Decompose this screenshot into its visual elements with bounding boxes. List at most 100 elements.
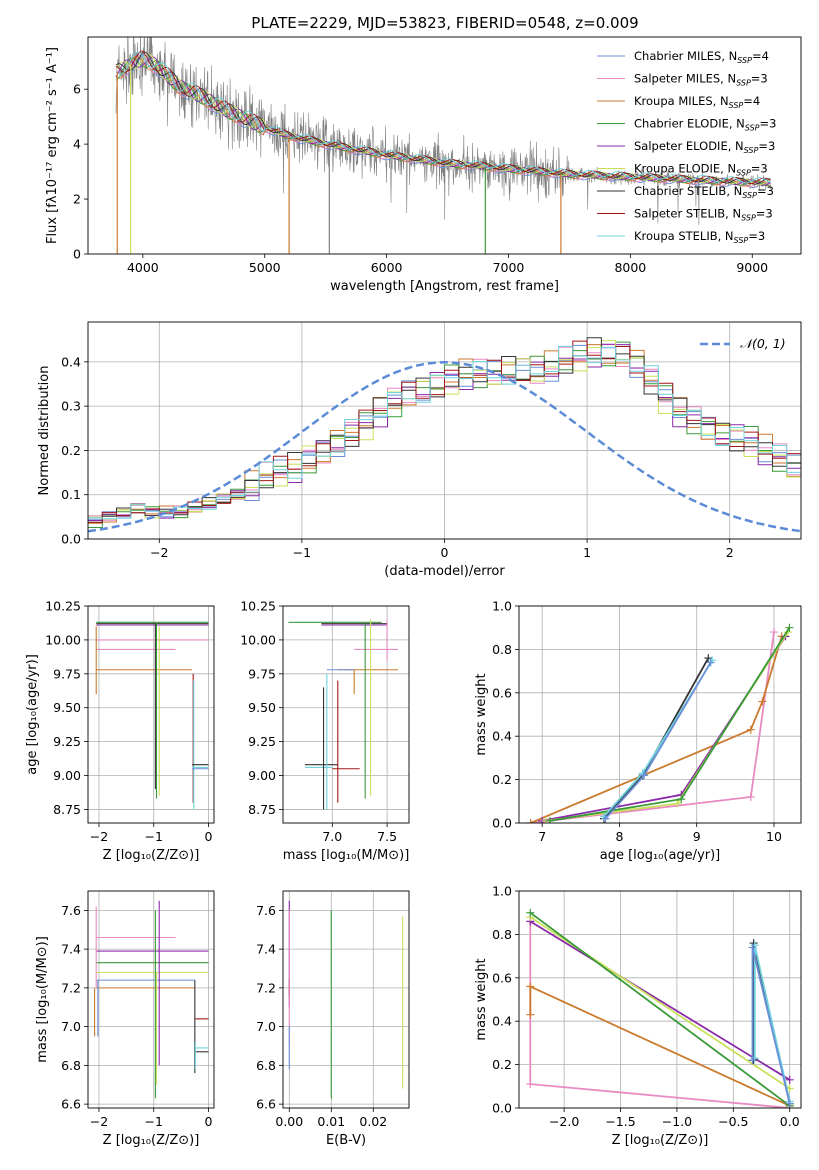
mass_vs_Z-ylabel: mass [log₁₀(M/M⊙)] [35, 936, 50, 1063]
residual-histogram [88, 345, 801, 520]
spectrum-legend: Chabrier MILES, NSSP=4 Salpeter MILES, NS… [597, 49, 776, 245]
weight-marker [673, 799, 682, 808]
age_vs_mass-ytick-label: 9.00 [248, 768, 276, 783]
age_vs_Z-xlabel: Z [log₁₀(Z/Z⊙)] [103, 848, 200, 863]
age_vs_mass-ytick-label: 10.00 [240, 632, 276, 647]
mass_vs_EBV-frame [282, 890, 410, 1109]
spectrum-ytick-label: 0 [73, 247, 81, 262]
weight_vs_Z-ytick-label: 0.0 [492, 1101, 512, 1116]
weight_vs_Z-ylabel: mass weight [474, 958, 489, 1040]
age_vs_Z-ytick-label: 9.75 [53, 666, 81, 681]
age_vs_mass-ytick-label: 9.75 [248, 666, 276, 681]
weight_vs_age-xtick-label: 10 [766, 829, 782, 844]
spectrum-xtick-label: 6000 [371, 260, 403, 275]
weight-marker [769, 628, 778, 637]
legend-entry: Salpeter STELIB, NSSP=3 [634, 207, 773, 223]
legend-entry: Chabrier MILES, NSSP=4 [634, 49, 769, 65]
residuals-ylabel: Normed distribution [37, 366, 52, 496]
weight_vs_Z-axes: −2.0 −1.5 −1.0 −0.5 0.0 0.0 0.2 0.4 0.6 0.8 1.0 Z [… [474, 884, 801, 1148]
spectrum-ytick-label: 6 [73, 82, 81, 97]
age_vs_Z-frame [87, 605, 215, 824]
weight-marker [601, 814, 610, 823]
mass_vs_Z-frame [87, 890, 215, 1109]
weight-marker [785, 1075, 794, 1084]
weight-marker [706, 658, 715, 667]
residuals-xtick-label: 2 [726, 545, 734, 560]
weight_vs_age-plot [526, 623, 794, 823]
weight_vs_Z-xlabel: Z [log₁₀(Z/Z⊙)] [612, 1133, 709, 1148]
mass_vs_EBV-ytick-label: 6.6 [256, 1097, 276, 1112]
weight-marker [526, 1080, 535, 1089]
gaussian-curve [88, 361, 801, 533]
mass_vs_EBV-ytick-label: 7.4 [256, 942, 276, 957]
residuals-axes: −2 −1 0 1 2 0.0 0.1 0.2 0.3 0.4 (data-model)/error… [37, 322, 801, 579]
weight-marker [526, 908, 535, 917]
weight-marker [758, 697, 767, 706]
spectrum-xtick-label: 8000 [614, 260, 646, 275]
weight-marker [526, 1010, 535, 1019]
weight_vs_age-xtick-label: 9 [693, 829, 701, 844]
weight_vs_Z-xtick-label: 0.0 [780, 1114, 800, 1129]
mass_vs_EBV-ytick-label: 6.8 [256, 1058, 276, 1073]
age_vs_Z-xtick-label: −1 [145, 829, 163, 844]
mass_vs_EBV-xtick-label: 0.01 [317, 1114, 345, 1129]
weight_vs_age-ytick-label: 0.8 [492, 642, 512, 657]
age_vs_mass-xtick-label: 7.0 [322, 829, 342, 844]
age_vs_Z-ytick-label: 8.75 [53, 802, 81, 817]
legend-entry: Kroupa ELODIE, NSSP=3 [634, 162, 768, 178]
weight_vs_age-xtick-label: 7 [538, 829, 546, 844]
age_vs_Z-plot [95, 621, 209, 810]
age_vs_mass-frame [282, 605, 410, 824]
weight-marker [746, 725, 755, 734]
weight_vs_Z-ytick-label: 0.2 [492, 1057, 512, 1072]
residuals-xlabel: (data-model)/error [384, 564, 505, 579]
weight_vs_age-ytick-label: 0.0 [492, 816, 512, 831]
mass_vs_Z-ytick-label: 7.2 [61, 980, 81, 995]
legend-entry: Salpeter MILES, NSSP=3 [634, 72, 768, 88]
spectrum-ylabel: Flux [fλ10⁻¹⁷ erg cm⁻² s⁻¹ A⁻¹] [45, 47, 60, 244]
legend-entry: Kroupa STELIB, NSSP=3 [634, 229, 765, 245]
mass_vs_EBV-ytick-label: 7.2 [256, 980, 276, 995]
residuals-xtick-label: 1 [583, 545, 591, 560]
residuals-legend: 𝒩(0, 1) [700, 336, 786, 351]
residuals-ytick-label: 0.1 [61, 487, 81, 502]
legend-entry: Kroupa MILES, NSSP=4 [634, 94, 760, 110]
weight-marker [640, 771, 649, 780]
spectrum-xtick-label: 7000 [493, 260, 525, 275]
mass_vs_Z-ytick-label: 7.6 [61, 903, 81, 918]
weight_vs_age-xlabel: age [log₁₀(age/yr)] [600, 848, 721, 863]
model-spectrum-line [115, 54, 771, 188]
mass_vs_Z-plot [94, 900, 209, 1099]
residuals-xtick-label: 0 [441, 545, 449, 560]
weight_vs_Z-xtick-label: −1.0 [662, 1114, 692, 1129]
age_vs_Z-ytick-label: 10.00 [45, 632, 81, 647]
mass_vs_EBV-xtick-label: 0.02 [359, 1114, 387, 1129]
weight-line [529, 920, 791, 1081]
residuals-ytick-label: 0.4 [61, 354, 81, 369]
spectrum-xtick-label: 9000 [736, 260, 768, 275]
age_vs_mass-ytick-label: 10.25 [240, 599, 276, 614]
weight-marker [526, 982, 535, 991]
age_vs_mass-plot [288, 619, 399, 810]
mass_vs_Z-xtick-label: −2 [90, 1114, 108, 1129]
weight_vs_Z-xtick-label: −1.5 [605, 1114, 635, 1129]
weight-marker [785, 623, 794, 632]
weight_vs_age-xtick-label: 8 [615, 829, 623, 844]
residuals-xtick-label: −2 [150, 545, 168, 560]
spectrum-xlabel: wavelength [Angstrom, rest frame] [330, 279, 559, 294]
age_vs_mass-xlabel: mass [log₁₀(M/M⊙)] [283, 848, 410, 863]
residuals-ytick-label: 0.0 [61, 532, 81, 547]
age_vs_mass-ytick-label: 8.75 [248, 802, 276, 817]
weight_vs_age-ytick-label: 0.6 [492, 685, 512, 700]
figure-title: PLATE=2229, MJD=53823, FIBERID=0548, z=0… [251, 14, 638, 32]
age_vs_mass-ytick-label: 9.50 [248, 700, 276, 715]
weight-marker [677, 795, 686, 804]
weight-marker [545, 816, 554, 823]
mass_vs_Z-xtick-label: 0 [205, 1114, 213, 1129]
residuals-plot [88, 337, 801, 533]
legend-entry: 𝒩(0, 1) [740, 336, 786, 351]
age_vs_Z-xtick-label: 0 [205, 829, 213, 844]
residuals-xtick-label: −1 [293, 545, 311, 560]
